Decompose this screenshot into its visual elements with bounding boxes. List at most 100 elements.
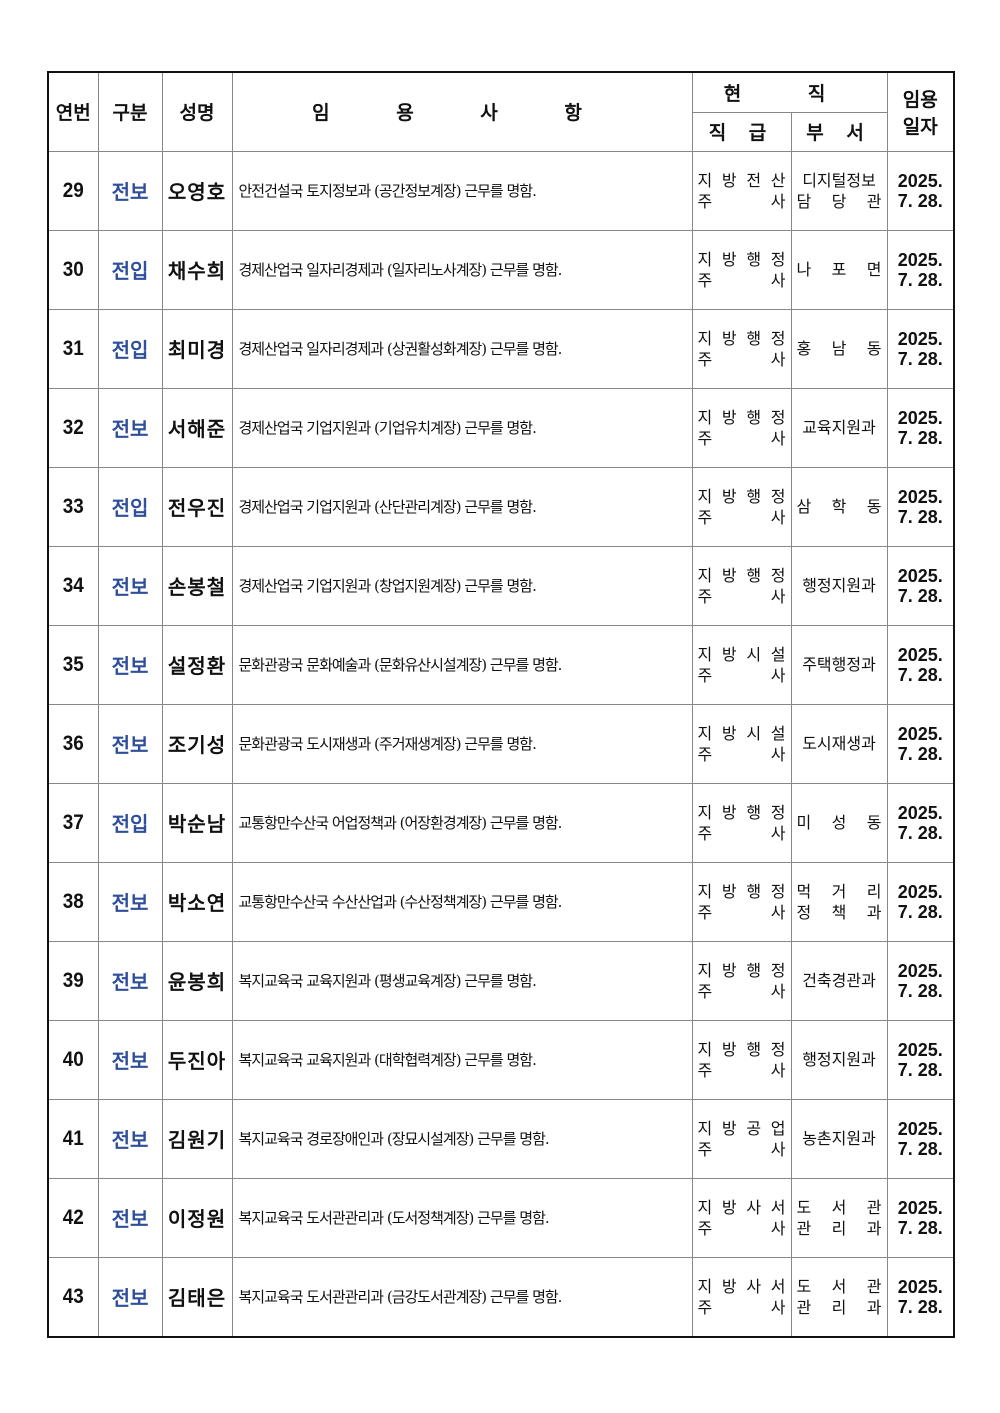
header-rank: 직 급	[691, 111, 792, 152]
row-number: 29	[50, 150, 96, 231]
appointment-detail: 안전건설국 토지정보과 (공간정보계장) 근무를 명함.	[231, 150, 693, 231]
date-line: 7. 28.	[897, 1296, 943, 1317]
appointment-date: 2025. 7. 28.	[886, 466, 955, 547]
appointment-type: 전보	[97, 1098, 163, 1179]
table-row: 35 전보 설정환 문화관광국 문화예술과 (문화유산시설계장) 근무를 명함. 지 방 시…	[48, 624, 955, 705]
dept-line: 행정지원과	[802, 1050, 876, 1069]
appointment-date: 2025. 7. 28.	[886, 150, 955, 231]
appointment-type: 전보	[97, 1177, 163, 1258]
table-row: 43 전보 김태은 복지교육국 도서관관리과 (금강도서관계장) 근무를 명함. 지 방 사…	[48, 1256, 955, 1337]
date-line: 7. 28.	[897, 822, 943, 843]
person-name: 윤봉희	[161, 940, 233, 1021]
date-line: 2025.	[897, 170, 943, 191]
appointment-date: 2025. 7. 28.	[886, 1256, 955, 1337]
appointment-date: 2025. 7. 28.	[886, 545, 955, 626]
appointment-date: 2025. 7. 28.	[886, 229, 955, 310]
table-row: 34 전보 손봉철 경제산업국 기업지원과 (창업지원계장) 근무를 명함. 지 방 행 정 주…	[48, 545, 955, 626]
date-line: 7. 28.	[897, 664, 943, 685]
date-line: 2025.	[897, 644, 943, 665]
current-dept: 주택행정과	[790, 624, 888, 705]
person-name: 박소연	[161, 861, 233, 942]
date-line: 2025.	[897, 1276, 943, 1297]
person-name: 김태은	[161, 1256, 233, 1337]
appointment-detail: 복지교육국 도서관관리과 (도서정책계장) 근무를 명함.	[231, 1177, 693, 1258]
appointment-type: 전보	[97, 624, 163, 705]
appointment-type: 전입	[97, 782, 163, 863]
header-date-top: 임용	[902, 88, 938, 111]
appointment-detail: 경제산업국 일자리경제과 (일자리노사계장) 근무를 명함.	[231, 229, 693, 310]
date-line: 7. 28.	[897, 506, 943, 527]
header-no: 연번	[47, 71, 99, 152]
appointment-type: 전보	[97, 545, 163, 626]
person-name: 오영호	[161, 150, 233, 231]
dept-line: 농촌지원과	[802, 1129, 876, 1148]
row-number: 42	[50, 1177, 96, 1258]
appointment-date: 2025. 7. 28.	[886, 1098, 955, 1179]
dept-line: 교육지원과	[802, 418, 876, 437]
appointment-detail: 복지교육국 교육지원과 (평생교육계장) 근무를 명함.	[231, 940, 693, 1021]
current-dept: 농촌지원과	[790, 1098, 888, 1179]
table-row: 42 전보 이정원 복지교육국 도서관관리과 (도서정책계장) 근무를 명함. 지 방 사 서…	[48, 1177, 955, 1258]
header-date: 임용 일자	[886, 71, 955, 152]
table-row: 32 전보 서해준 경제산업국 기업지원과 (기업유치계장) 근무를 명함. 지 방 행 정 주…	[48, 387, 955, 468]
date-line: 2025.	[897, 881, 943, 902]
date-line: 7. 28.	[897, 269, 943, 290]
table-row: 29 전보 오영호 안전건설국 토지정보과 (공간정보계장) 근무를 명함. 지 방 전 산 주…	[48, 150, 955, 231]
date-line: 2025.	[897, 328, 943, 349]
date-line: 7. 28.	[897, 901, 943, 922]
date-line: 7. 28.	[897, 1217, 943, 1238]
appointment-date: 2025. 7. 28.	[886, 940, 955, 1021]
appointment-date: 2025. 7. 28.	[886, 1019, 955, 1100]
row-number: 32	[50, 387, 96, 468]
current-dept: 건축경관과	[790, 940, 888, 1021]
date-line: 2025.	[897, 802, 943, 823]
person-name: 김원기	[161, 1098, 233, 1179]
dept-line: 건축경관과	[802, 971, 876, 990]
appointment-type: 전입	[97, 466, 163, 547]
appointment-date: 2025. 7. 28.	[886, 703, 955, 784]
appointment-detail: 복지교육국 경로장애인과 (장묘시설계장) 근무를 명함.	[231, 1098, 693, 1179]
appointment-type: 전보	[97, 703, 163, 784]
row-number: 31	[50, 308, 96, 389]
person-name: 채수희	[161, 229, 233, 310]
appointment-detail: 복지교육국 도서관관리과 (금강도서관계장) 근무를 명함.	[231, 1256, 693, 1337]
appointment-detail: 경제산업국 일자리경제과 (상권활성화계장) 근무를 명함.	[231, 308, 693, 389]
table-row: 36 전보 조기성 문화관광국 도시재생과 (주거재생계장) 근무를 명함. 지 방 시 설 주…	[48, 703, 955, 784]
appointment-type: 전보	[97, 387, 163, 468]
header-type: 구분	[97, 71, 163, 152]
table-row: 33 전입 전우진 경제산업국 기업지원과 (산단관리계장) 근무를 명함. 지 방 행 정 주…	[48, 466, 955, 547]
person-name: 이정원	[161, 1177, 233, 1258]
dept-line: 행정지원과	[802, 576, 876, 595]
appointment-date: 2025. 7. 28.	[886, 1177, 955, 1258]
appointment-detail: 교통항만수산국 어업정책과 (어장환경계장) 근무를 명함.	[231, 782, 693, 863]
date-line: 7. 28.	[897, 1059, 943, 1080]
row-number: 41	[50, 1098, 96, 1179]
date-line: 7. 28.	[897, 190, 943, 211]
appointment-date: 2025. 7. 28.	[886, 387, 955, 468]
